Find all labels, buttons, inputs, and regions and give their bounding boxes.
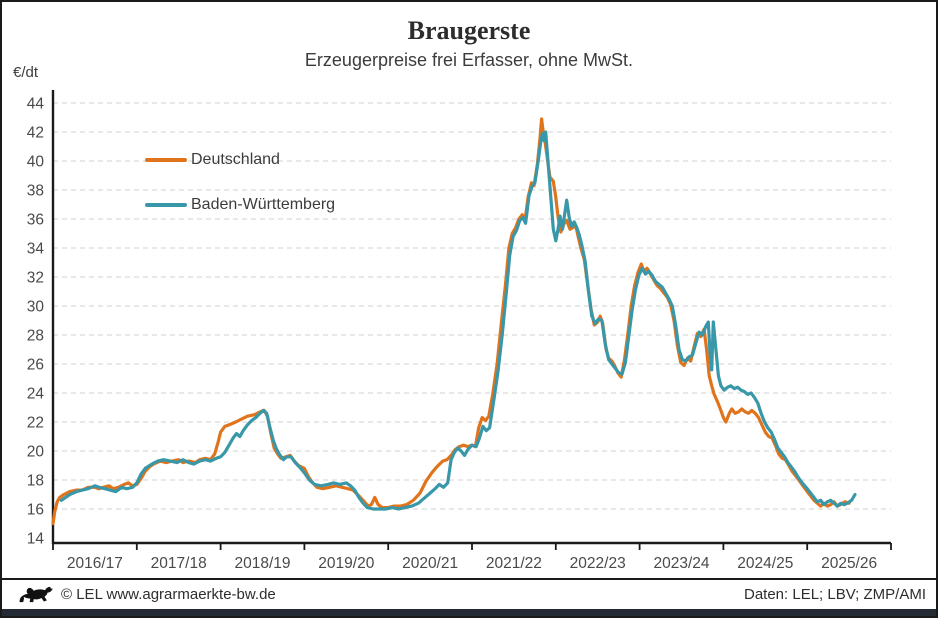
series-line-baden-w-rttemberg: [59, 130, 857, 511]
y-tick-label: 18: [27, 473, 44, 490]
y-tick-label: 24: [27, 386, 45, 403]
page-title: Braugerste: [407, 16, 531, 45]
price-chart: 14 16 18 20 22 24 26 28 30 32 34 36 38 40 42 44 2016/17 2…: [27, 90, 892, 572]
y-tick-label: 42: [27, 125, 44, 142]
y-tick-label: 16: [27, 502, 44, 519]
bottom-accent-bar: [2, 609, 936, 616]
y-axis-unit-label: €/dt: [13, 64, 39, 81]
x-tick-label: 2022/23: [570, 555, 626, 572]
baden-wuerttemberg-lion-icon: [19, 586, 53, 602]
y-tick-label: 22: [27, 415, 44, 432]
y-tick-label: 30: [27, 299, 45, 316]
legend-label: Deutschland: [191, 151, 280, 168]
x-tick-label: 2019/20: [318, 555, 374, 572]
x-tick-label: 2025/26: [821, 555, 877, 572]
deutschland-line-swatch: [145, 158, 187, 162]
chart-legend: Deutschland Baden-Württemberg: [145, 150, 335, 240]
y-tick-label: 40: [27, 154, 45, 171]
x-tick-label: 2018/19: [234, 555, 290, 572]
data-source-text: Daten: LEL; LBV; ZMP/AMI: [743, 586, 926, 603]
x-tick-label: 2024/25: [737, 555, 793, 572]
y-tick-label: 28: [27, 328, 44, 345]
x-tick-label: 2020/21: [402, 555, 458, 572]
y-tick-label: 20: [27, 444, 45, 461]
legend-label: Baden-Württemberg: [191, 196, 336, 213]
y-tick-label: 32: [27, 270, 44, 287]
footer-bar: © LEL www.agrarmaerkte-bw.de Daten: LEL;…: [2, 578, 936, 609]
y-tick-label: 36: [27, 212, 44, 229]
baden-wuerttemberg-line-swatch: [145, 203, 187, 207]
legend-item-baden-wuerttemberg: Baden-Württemberg: [145, 195, 335, 215]
footer-left: © LEL www.agrarmaerkte-bw.de: [16, 585, 276, 605]
y-tick-label: 26: [27, 357, 44, 374]
x-tick-label: 2016/17: [67, 555, 123, 572]
chart-subtitle: Erzeugerpreise frei Erfasser, ohne MwSt.: [304, 50, 634, 70]
y-tick-label: 34: [27, 241, 45, 258]
y-tick-label: 38: [27, 183, 44, 200]
x-tick-label: 2017/18: [151, 555, 207, 572]
x-tick-label: 2023/24: [653, 555, 709, 572]
x-tick-label: 2021/22: [486, 555, 542, 572]
copyright-text: © LEL www.agrarmaerkte-bw.de: [61, 586, 276, 603]
y-tick-label: 14: [27, 531, 45, 548]
legend-item-deutschland: Deutschland: [145, 150, 335, 170]
y-tick-label: 44: [27, 96, 45, 113]
